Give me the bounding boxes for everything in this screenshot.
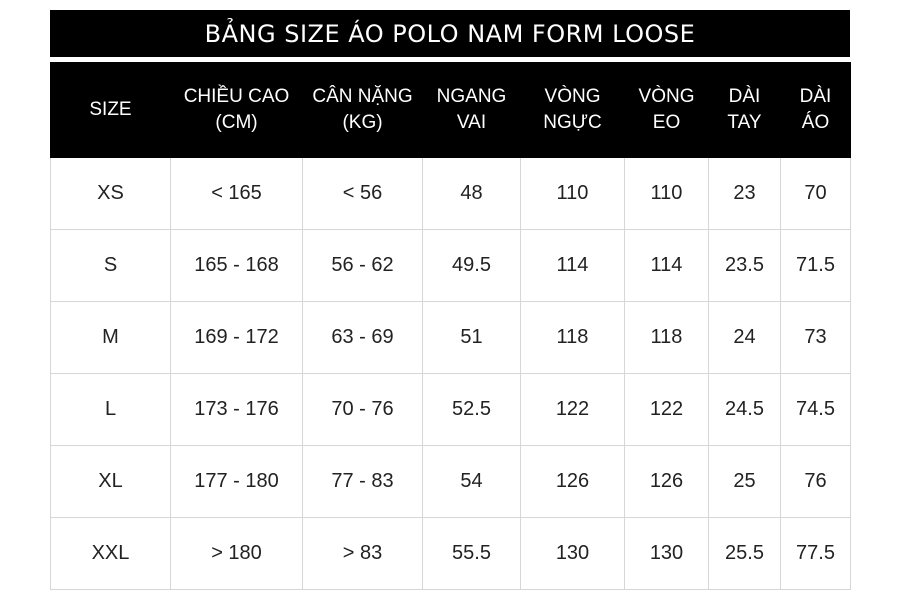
cell-size: XS — [50, 157, 171, 230]
cell-weight: 63 - 69 — [302, 301, 423, 374]
cell-sleeve-length: 24.5 — [708, 373, 781, 446]
cell-sleeve-length: 23.5 — [708, 229, 781, 302]
cell-shirt-length: 76 — [780, 445, 851, 518]
cell-weight: 70 - 76 — [302, 373, 423, 446]
cell-height: 173 - 176 — [170, 373, 303, 446]
cell-shirt-length: 73 — [780, 301, 851, 374]
cell-shoulder-width: 49.5 — [422, 229, 521, 302]
cell-shoulder-width: 51 — [422, 301, 521, 374]
header-chest: VÒNG NGỰC — [520, 62, 625, 158]
cell-size: S — [50, 229, 171, 302]
cell-sleeve-length: 25 — [708, 445, 781, 518]
cell-height: > 180 — [170, 517, 303, 590]
table-row: L 173 - 176 70 - 76 52.5 122 122 24.5 74… — [50, 373, 851, 446]
cell-chest: 122 — [520, 373, 625, 446]
cell-height: 177 - 180 — [170, 445, 303, 518]
table-row: XS < 165 < 56 48 110 110 23 70 — [50, 157, 851, 230]
cell-shoulder-width: 55.5 — [422, 517, 521, 590]
cell-height: < 165 — [170, 157, 303, 230]
table-row: XL 177 - 180 77 - 83 54 126 126 25 76 — [50, 445, 851, 518]
cell-size: L — [50, 373, 171, 446]
cell-shoulder-width: 54 — [422, 445, 521, 518]
cell-weight: > 83 — [302, 517, 423, 590]
cell-shoulder-width: 48 — [422, 157, 521, 230]
cell-waist: 114 — [624, 229, 709, 302]
cell-shirt-length: 77.5 — [780, 517, 851, 590]
cell-shirt-length: 70 — [780, 157, 851, 230]
cell-waist: 130 — [624, 517, 709, 590]
table-row: M 169 - 172 63 - 69 51 118 118 24 73 — [50, 301, 851, 374]
table-row: XXL > 180 > 83 55.5 130 130 25.5 77.5 — [50, 517, 851, 590]
cell-height: 169 - 172 — [170, 301, 303, 374]
cell-chest: 114 — [520, 229, 625, 302]
header-sleeve-length: DÀI TAY — [708, 62, 781, 158]
cell-sleeve-length: 24 — [708, 301, 781, 374]
cell-chest: 118 — [520, 301, 625, 374]
cell-chest: 130 — [520, 517, 625, 590]
cell-weight: < 56 — [302, 157, 423, 230]
cell-sleeve-length: 25.5 — [708, 517, 781, 590]
header-shirt-length: DÀI ÁO — [780, 62, 851, 158]
table-title: BẢNG SIZE ÁO POLO NAM FORM LOOSE — [50, 10, 850, 57]
cell-waist: 122 — [624, 373, 709, 446]
cell-waist: 118 — [624, 301, 709, 374]
cell-size: XL — [50, 445, 171, 518]
cell-waist: 126 — [624, 445, 709, 518]
header-shoulder-width: NGANG VAI — [422, 62, 521, 158]
cell-chest: 110 — [520, 157, 625, 230]
cell-size: M — [50, 301, 171, 374]
cell-sleeve-length: 23 — [708, 157, 781, 230]
cell-weight: 77 - 83 — [302, 445, 423, 518]
header-waist: VÒNG EO — [624, 62, 709, 158]
table-row: S 165 - 168 56 - 62 49.5 114 114 23.5 71… — [50, 229, 851, 302]
cell-height: 165 - 168 — [170, 229, 303, 302]
cell-chest: 126 — [520, 445, 625, 518]
cell-shirt-length: 71.5 — [780, 229, 851, 302]
header-size: SIZE — [50, 62, 171, 158]
cell-size: XXL — [50, 517, 171, 590]
cell-shoulder-width: 52.5 — [422, 373, 521, 446]
header-row: SIZE CHIỀU CAO (CM) CÂN NẶNG (KG) NGANG VAI… — [50, 62, 851, 158]
header-height: CHIỀU CAO (CM) — [170, 62, 303, 158]
size-chart-table: SIZE CHIỀU CAO (CM) CÂN NẶNG (KG) NGANG VAI… — [50, 62, 851, 590]
cell-weight: 56 - 62 — [302, 229, 423, 302]
cell-waist: 110 — [624, 157, 709, 230]
cell-shirt-length: 74.5 — [780, 373, 851, 446]
header-weight: CÂN NẶNG (KG) — [302, 62, 423, 158]
